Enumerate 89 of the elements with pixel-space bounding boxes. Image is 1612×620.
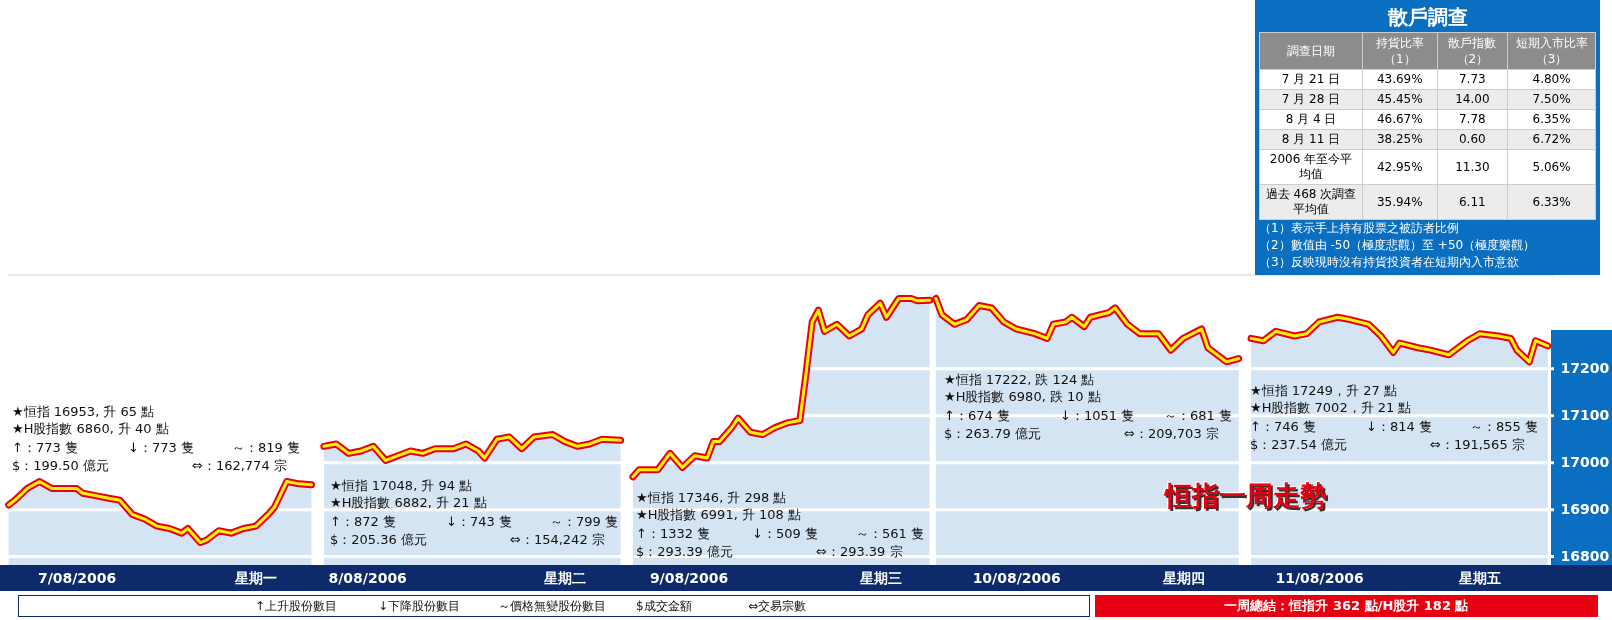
text: 6.72% xyxy=(1532,132,1571,146)
text: ↓下降股份數目 xyxy=(378,598,461,615)
text: 0.60 xyxy=(1458,132,1486,146)
annotation: ↓：1051 隻 xyxy=(1060,407,1135,425)
annotation: ★H股指數 6882, 升 21 點 xyxy=(330,494,487,512)
category-label: 8 月 11 日 xyxy=(1281,132,1341,146)
annotation: ★H股指數 7002，升 21 點 xyxy=(1250,399,1412,417)
text: 散戶調查 xyxy=(1386,4,1469,31)
y-tick-label: 16900 xyxy=(1560,501,1610,518)
text: ～價格無變股份數目 xyxy=(498,598,606,615)
y-tick-label: 17200 xyxy=(1560,360,1610,377)
category-label: 散戶指數（2） xyxy=(1437,32,1508,70)
annotation: ↑：1332 隻 xyxy=(636,525,711,543)
x-tick-label: 星期三 xyxy=(858,569,902,586)
category-label: 短期入市比率（3） xyxy=(1507,32,1596,70)
annotation: ⇔：162,774 宗 xyxy=(192,457,287,475)
annotation: ★恒指 17048, 升 94 點 xyxy=(330,477,473,495)
annotation: ↑：773 隻 xyxy=(12,439,78,457)
annotation: ★恒指 17222, 跌 124 點 xyxy=(944,371,1095,389)
annotation: ↓：814 隻 xyxy=(1366,418,1432,436)
annotation: ～：799 隻 xyxy=(550,513,618,531)
x-tick-label: 7/08/2006 xyxy=(37,569,117,586)
text: 7.50% xyxy=(1532,92,1571,106)
annotation: ↑：674 隻 xyxy=(944,407,1010,425)
annotation: $：199.50 億元 xyxy=(12,457,109,475)
annotation: ↓：773 隻 xyxy=(128,439,194,457)
annotation: $：205.36 億元 xyxy=(330,531,427,549)
annotation: ⇔：209,703 宗 xyxy=(1124,425,1219,443)
text: 35.94% xyxy=(1376,194,1423,209)
text: 4.80% xyxy=(1532,72,1571,86)
text: 14.00 xyxy=(1455,92,1490,106)
annotation: ↑：746 隻 xyxy=(1250,418,1316,436)
category-label: 過去 468 次調查平均值 xyxy=(1265,187,1357,216)
category-label: 2006 年至今平均值 xyxy=(1269,152,1353,181)
y-tick-label: 17000 xyxy=(1560,454,1610,471)
y-tick-label: 16800 xyxy=(1560,548,1610,565)
x-tick-label: 星期二 xyxy=(543,569,587,586)
annotation: $：293.39 億元 xyxy=(636,543,733,561)
annotation: ★H股指數 6860, 升 40 點 xyxy=(12,420,169,438)
x-tick-label: 星期四 xyxy=(1161,569,1205,586)
text: （1）表示手上持有股票之被訪者比例 xyxy=(1259,220,1460,237)
category-label: 8 月 4 日 xyxy=(1285,112,1337,126)
category-label: 7 月 28 日 xyxy=(1281,92,1341,106)
x-tick-label: 星期一 xyxy=(234,569,278,586)
text: 46.67% xyxy=(1376,112,1423,126)
annotation: ↑：872 隻 xyxy=(330,513,396,531)
x-tick-label: 8/08/2006 xyxy=(328,569,407,586)
x-tick-label: 11/08/2006 xyxy=(1275,569,1364,586)
text: ↑上升股份數目 xyxy=(255,598,338,615)
text: 43.69% xyxy=(1376,72,1423,86)
text: 恒指一周走勢 xyxy=(1165,479,1327,513)
annotation: $：237.54 億元 xyxy=(1250,436,1347,454)
annotation: ⇔：191,565 宗 xyxy=(1430,436,1525,454)
x-tick-label: 9/08/2006 xyxy=(649,569,729,586)
text: 一周總結：恒指升 362 點/H股升 182 點 xyxy=(1095,595,1598,617)
text: （3）反映現時沒有持貨投資者在短期內入市意欲 xyxy=(1259,254,1520,271)
category-label: 持貨比率（1） xyxy=(1362,32,1438,70)
annotation: ↓：509 隻 xyxy=(752,525,818,543)
category-label: 7 月 21 日 xyxy=(1281,72,1341,86)
annotation: ⇔：293.39 宗 xyxy=(816,543,903,561)
y-tick-label: 17100 xyxy=(1560,407,1610,424)
annotation: ★恒指 16953, 升 65 點 xyxy=(12,403,155,421)
x-tick-label: 星期五 xyxy=(1458,569,1502,586)
annotation: ～：681 隻 xyxy=(1164,407,1232,425)
text: 7.78 xyxy=(1458,112,1486,126)
text: ⇔交易宗數 xyxy=(748,598,807,615)
text: 42.95% xyxy=(1376,159,1423,174)
category-label: 調查日期 xyxy=(1259,32,1363,70)
text: 11.30 xyxy=(1455,159,1490,174)
annotation: ★恒指 17346, 升 298 點 xyxy=(636,489,787,507)
annotation: $：263.79 億元 xyxy=(944,425,1041,443)
text: 6.33% xyxy=(1532,194,1571,209)
text: 6.11 xyxy=(1458,194,1486,209)
text: $成交金額 xyxy=(636,598,692,615)
annotation: ～：819 隻 xyxy=(232,439,300,457)
text: （2）數值由 -50（極度悲觀）至 +50（極度樂觀） xyxy=(1259,237,1537,254)
annotation: ↓：743 隻 xyxy=(446,513,512,531)
text: 45.45% xyxy=(1376,92,1423,106)
text: 38.25% xyxy=(1376,132,1423,146)
annotation: ～：561 隻 xyxy=(856,525,924,543)
text: 7.73 xyxy=(1458,72,1486,86)
annotation: ★H股指數 6980, 跌 10 點 xyxy=(944,388,1101,406)
annotation: ～：855 隻 xyxy=(1470,418,1538,436)
text: 6.35% xyxy=(1532,112,1571,126)
x-tick-label: 10/08/2006 xyxy=(972,569,1061,586)
text: 5.06% xyxy=(1532,159,1571,174)
annotation: ★H股指數 6991, 升 108 點 xyxy=(636,506,801,524)
annotation: ⇔：154,242 宗 xyxy=(510,531,605,549)
annotation: ★恒指 17249，升 27 點 xyxy=(1250,382,1397,400)
